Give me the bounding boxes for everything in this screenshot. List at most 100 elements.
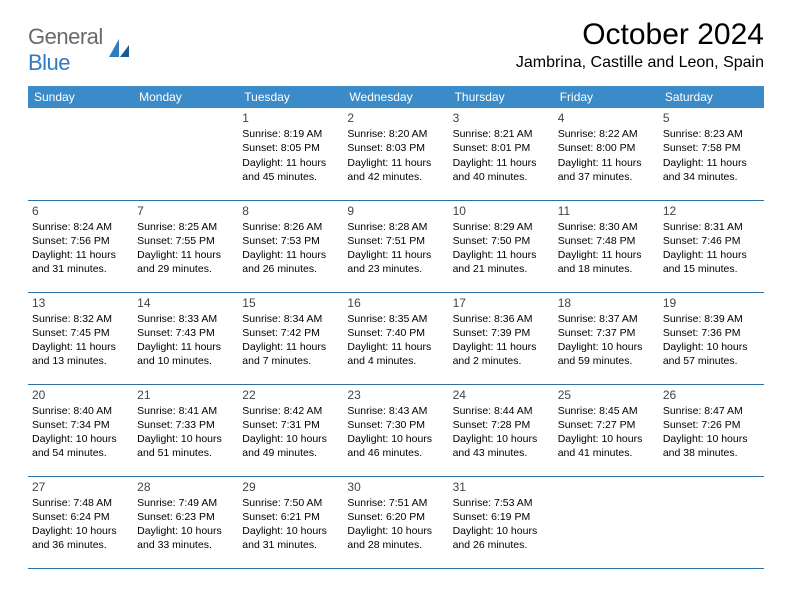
day-info-line: Sunset: 6:21 PM: [242, 510, 339, 524]
weekday-header-row: SundayMondayTuesdayWednesdayThursdayFrid…: [28, 86, 764, 108]
day-info-line: and 57 minutes.: [663, 354, 760, 368]
day-info-line: Sunset: 8:01 PM: [453, 141, 550, 155]
day-info-line: and 45 minutes.: [242, 170, 339, 184]
day-cell: 4Sunrise: 8:22 AMSunset: 8:00 PMDaylight…: [554, 108, 659, 200]
day-info-line: Sunset: 8:05 PM: [242, 141, 339, 155]
day-info-line: Daylight: 11 hours: [347, 248, 444, 262]
day-number: 22: [242, 387, 339, 403]
day-number: 24: [453, 387, 550, 403]
day-info-line: Sunset: 7:42 PM: [242, 326, 339, 340]
day-info-line: Sunrise: 7:49 AM: [137, 496, 234, 510]
day-cell: 28Sunrise: 7:49 AMSunset: 6:23 PMDayligh…: [133, 476, 238, 568]
day-info-line: Sunset: 7:58 PM: [663, 141, 760, 155]
day-info-line: Sunrise: 8:37 AM: [558, 312, 655, 326]
day-info-line: Sunset: 7:53 PM: [242, 234, 339, 248]
day-info-line: and 13 minutes.: [32, 354, 129, 368]
day-info-line: and 31 minutes.: [242, 538, 339, 552]
page-header: General Blue October 2024 Jambrina, Cast…: [28, 18, 764, 76]
day-cell: 14Sunrise: 8:33 AMSunset: 7:43 PMDayligh…: [133, 292, 238, 384]
day-info-line: Sunrise: 7:51 AM: [347, 496, 444, 510]
day-info-line: Daylight: 11 hours: [663, 248, 760, 262]
day-cell: 26Sunrise: 8:47 AMSunset: 7:26 PMDayligh…: [659, 384, 764, 476]
day-number: 28: [137, 479, 234, 495]
day-number: 12: [663, 203, 760, 219]
day-info-line: Sunrise: 7:48 AM: [32, 496, 129, 510]
day-number: 25: [558, 387, 655, 403]
day-info-line: and 49 minutes.: [242, 446, 339, 460]
day-cell: 16Sunrise: 8:35 AMSunset: 7:40 PMDayligh…: [343, 292, 448, 384]
day-info-line: Sunrise: 8:35 AM: [347, 312, 444, 326]
day-info-line: Sunset: 8:00 PM: [558, 141, 655, 155]
day-number: 15: [242, 295, 339, 311]
day-info-line: Sunset: 7:39 PM: [453, 326, 550, 340]
day-info-line: Daylight: 10 hours: [663, 432, 760, 446]
day-info-line: Sunset: 7:30 PM: [347, 418, 444, 432]
day-info-line: Daylight: 10 hours: [347, 524, 444, 538]
day-info-line: Sunrise: 8:33 AM: [137, 312, 234, 326]
day-info-line: Daylight: 10 hours: [347, 432, 444, 446]
day-info-line: and 31 minutes.: [32, 262, 129, 276]
day-info-line: Sunrise: 8:36 AM: [453, 312, 550, 326]
day-info-line: Sunrise: 8:21 AM: [453, 127, 550, 141]
day-number: 18: [558, 295, 655, 311]
day-info-line: Sunset: 6:24 PM: [32, 510, 129, 524]
day-info-line: Sunset: 7:50 PM: [453, 234, 550, 248]
day-info-line: and 10 minutes.: [137, 354, 234, 368]
day-number: 10: [453, 203, 550, 219]
weekday-header: Thursday: [449, 86, 554, 108]
day-cell: 18Sunrise: 8:37 AMSunset: 7:37 PMDayligh…: [554, 292, 659, 384]
day-info-line: Sunrise: 8:19 AM: [242, 127, 339, 141]
day-info-line: Daylight: 10 hours: [32, 524, 129, 538]
week-row: 13Sunrise: 8:32 AMSunset: 7:45 PM Dayligh…: [28, 292, 764, 384]
day-number: 29: [242, 479, 339, 495]
day-info-line: Sunset: 7:55 PM: [137, 234, 234, 248]
day-info-line: Sunrise: 8:30 AM: [558, 220, 655, 234]
day-number: 1: [242, 110, 339, 126]
day-cell: 8Sunrise: 8:26 AMSunset: 7:53 PMDaylight…: [238, 200, 343, 292]
day-info-line: Daylight: 11 hours: [242, 340, 339, 354]
day-number: 27: [32, 479, 129, 495]
day-info-line: Daylight: 11 hours: [242, 156, 339, 170]
logo: General Blue: [28, 24, 131, 76]
day-info-line: Sunset: 7:27 PM: [558, 418, 655, 432]
day-number: 2: [347, 110, 444, 126]
day-cell: 19Sunrise: 8:39 AMSunset: 7:36 PMDayligh…: [659, 292, 764, 384]
day-cell: 21Sunrise: 8:41 AMSunset: 7:33 PMDayligh…: [133, 384, 238, 476]
week-row: 1Sunrise: 8:19 AMSunset: 8:05 PMDaylight…: [28, 108, 764, 200]
calendar-page: General Blue October 2024 Jambrina, Cast…: [0, 0, 792, 569]
day-info-line: Daylight: 10 hours: [663, 340, 760, 354]
day-cell: 12Sunrise: 8:31 AMSunset: 7:46 PMDayligh…: [659, 200, 764, 292]
location-text: Jambrina, Castille and Leon, Spain: [516, 54, 764, 72]
day-info-line: and 26 minutes.: [453, 538, 550, 552]
day-info-line: Sunset: 6:20 PM: [347, 510, 444, 524]
day-info-line: Sunset: 7:37 PM: [558, 326, 655, 340]
day-info-line: Sunrise: 8:32 AM: [32, 312, 129, 326]
day-info-line: Daylight: 11 hours: [453, 340, 550, 354]
day-info-line: Sunset: 7:31 PM: [242, 418, 339, 432]
day-cell: 27Sunrise: 7:48 AMSunset: 6:24 PMDayligh…: [28, 476, 133, 568]
day-cell: 6Sunrise: 8:24 AMSunset: 7:56 PMDaylight…: [28, 200, 133, 292]
day-cell: 15Sunrise: 8:34 AMSunset: 7:42 PMDayligh…: [238, 292, 343, 384]
day-number: 13: [32, 295, 129, 311]
day-info-line: Sunset: 7:36 PM: [663, 326, 760, 340]
day-info-line: and 43 minutes.: [453, 446, 550, 460]
day-cell: 3Sunrise: 8:21 AMSunset: 8:01 PMDaylight…: [449, 108, 554, 200]
day-cell: 17Sunrise: 8:36 AMSunset: 7:39 PMDayligh…: [449, 292, 554, 384]
day-info-line: Sunset: 7:45 PM: [32, 326, 129, 340]
day-cell: 10Sunrise: 8:29 AMSunset: 7:50 PMDayligh…: [449, 200, 554, 292]
day-info-line: Daylight: 10 hours: [558, 432, 655, 446]
day-number: 19: [663, 295, 760, 311]
day-info-line: and 46 minutes.: [347, 446, 444, 460]
day-info-line: Daylight: 11 hours: [347, 340, 444, 354]
day-info-line: Daylight: 11 hours: [453, 156, 550, 170]
day-info-line: Daylight: 11 hours: [137, 340, 234, 354]
day-info-line: and 28 minutes.: [347, 538, 444, 552]
day-info-line: and 38 minutes.: [663, 446, 760, 460]
day-info-line: and 34 minutes.: [663, 170, 760, 184]
day-info-line: Sunset: 7:40 PM: [347, 326, 444, 340]
weekday-header: Sunday: [28, 86, 133, 108]
day-info-line: and 15 minutes.: [663, 262, 760, 276]
day-info-line: and 21 minutes.: [453, 262, 550, 276]
day-info-line: Daylight: 10 hours: [558, 340, 655, 354]
day-info-line: Sunrise: 8:42 AM: [242, 404, 339, 418]
